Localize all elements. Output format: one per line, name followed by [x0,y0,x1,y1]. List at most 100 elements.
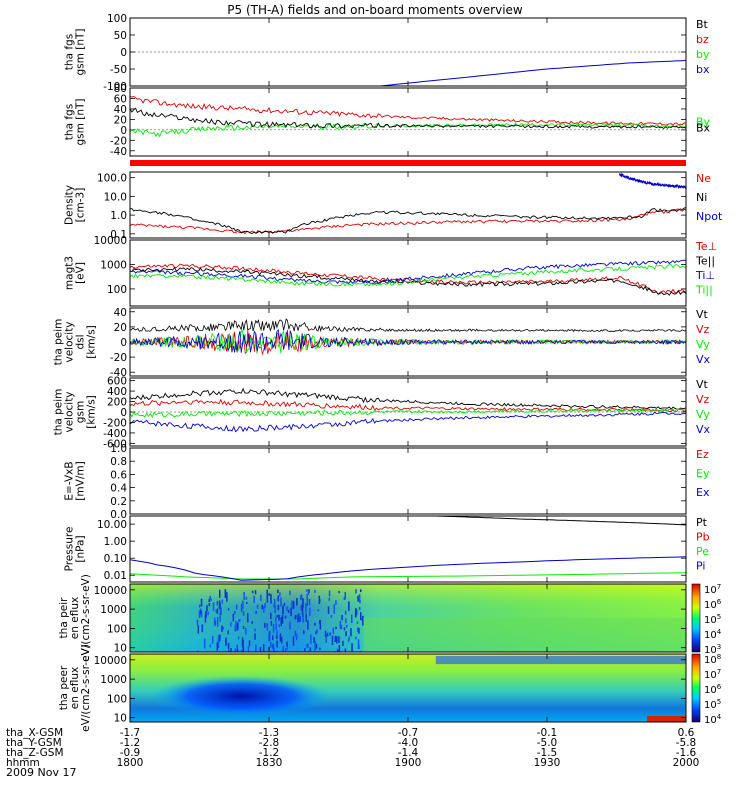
y-axis-label-line: Density [64,185,76,225]
ion-noise-mark [219,605,222,613]
ion-noise-mark [255,644,257,652]
ion-noise-mark [266,623,269,632]
ion-noise-mark [306,593,308,600]
ion-noise-mark [360,618,362,621]
ion-noise-mark [324,630,327,637]
ion-noise-mark [360,589,362,593]
y-axis-label-line: en eflux [69,597,81,639]
x-axis-value: -1.6 [676,747,697,759]
ion-noise-mark [289,590,291,596]
y-tick-label: -200 [103,417,127,429]
y-axis-label: E=-VxB [mV/m] [64,461,87,500]
ion-noise-mark [298,613,300,616]
ion-noise-mark [296,633,298,641]
y-axis-label-line: Pressure [64,527,76,572]
ion-noise-mark [330,615,333,618]
ion-noise-mark [266,596,269,603]
ion-noise-mark [200,610,202,614]
ion-noise-mark [355,636,357,640]
series-bx-line [380,60,687,87]
ion-noise-mark [310,634,312,644]
series-pi-line [129,556,687,581]
legend-label-temperature: Te|| [695,255,715,268]
x-axis-value: 1930 [534,757,561,769]
ion-noise-mark [272,623,275,634]
ion-noise-mark [294,630,296,637]
y-axis-label-line: tha peim [53,319,65,366]
ion-noise-mark [358,627,360,634]
legend-label-velocity-gsm: Vt [696,378,709,391]
ion-noise-mark [227,630,229,635]
y-tick-label: 0 [120,125,127,137]
ion-noise-mark [255,611,257,614]
y-axis-label-line: [cm-3] [75,188,87,223]
y-tick-label: 100.0 [97,173,127,185]
ion-noise-mark [254,633,256,640]
ion-noise-mark [313,637,315,643]
legend-label-pressure: Pt [696,516,708,529]
y-tick-label: 40 [114,307,127,319]
series-vt-line [129,387,687,411]
y-axis-label-line: en eflux [69,667,81,709]
ion-noise-mark [219,613,221,622]
ion-noise-mark [222,626,225,630]
y-tick-label: -20 [110,135,127,147]
series-vt-line [129,318,687,333]
legend-label-mag-gse: bx [696,63,710,76]
y-axis-label-line: [km/s] [86,325,98,359]
ion-noise-mark [286,642,288,647]
y-tick-label: 0.01 [104,570,127,582]
y-tick-label: -20 [110,352,127,364]
ion-noise-mark [292,601,295,609]
ion-noise-mark [338,645,341,652]
ion-noise-mark [204,615,207,623]
ion-noise-mark [269,641,272,648]
ion-noise-mark [256,604,259,609]
ion-noise-mark [200,598,203,607]
y-axis-label-line: [eV] [75,262,87,284]
y-tick-label: 1.00 [104,536,127,548]
y-axis-label-line: eV/(cm2-s-sr-eV) [80,574,92,662]
panel-frame [129,239,687,307]
series-pt-line [435,515,687,526]
y-axis-label: tha fgs gsm [nT] [64,29,87,76]
series-vx-line [129,328,687,353]
ion-noise-mark [300,595,302,598]
y-tick-label: 60 [114,93,127,105]
ion-noise-mark [332,627,335,634]
y-axis-label-line: [mV/m] [75,461,87,500]
y-axis-label-line: tha fgs [64,104,76,140]
ion-noise-mark [297,614,299,623]
ion-noise-mark [242,649,244,652]
ion-noise-mark [348,636,350,640]
ion-noise-mark [197,625,200,634]
ion-noise-mark [211,635,214,644]
ion-noise-mark [272,635,274,641]
legend-label-mag-gse: Bt [696,18,709,31]
ion-noise-mark [200,610,203,618]
y-axis-label-line: [nPa] [75,535,87,562]
ion-noise-mark [277,595,279,602]
ion-noise-mark [221,625,223,632]
x-axis-value: -5.0 [537,737,558,749]
ion-noise-mark [314,641,316,651]
ion-noise-mark [248,640,251,647]
ion-noise-mark [300,605,302,611]
y-tick-label: 600 [107,376,127,388]
ion-noise-mark [335,626,337,629]
ion-noise-mark [348,601,350,611]
panel-density: 100.0 10.0 1.0 0.1 Ne Ni Npot Density [cm-3] [64,171,723,241]
legend-label-density: Ni [696,191,707,204]
ion-noise-mark [235,621,237,631]
ion-spectrogram-image [130,584,686,652]
ion-noise-mark [350,628,352,637]
panel-frame [129,171,687,239]
ion-noise-mark [216,601,218,606]
y-axis-label-line: velocity [64,391,76,432]
x-axis-value: -4.0 [398,737,419,749]
x-axis-value: -0.9 [120,747,141,759]
x-axis-value: -1.4 [398,747,419,759]
ion-noise-mark [282,605,284,615]
